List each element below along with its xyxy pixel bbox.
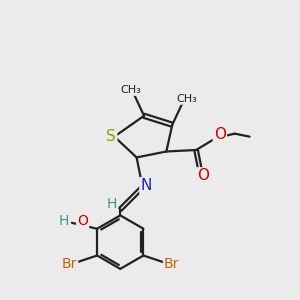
Text: N: N xyxy=(140,178,152,193)
Text: O: O xyxy=(77,214,88,228)
Text: Br: Br xyxy=(62,257,77,272)
Text: CH₃: CH₃ xyxy=(176,94,196,104)
Text: H: H xyxy=(59,214,70,228)
Text: O: O xyxy=(197,168,209,183)
Text: O: O xyxy=(214,127,226,142)
Text: CH₃: CH₃ xyxy=(120,85,141,95)
Text: S: S xyxy=(106,129,116,144)
Text: Br: Br xyxy=(164,257,179,272)
Text: H: H xyxy=(107,197,117,211)
